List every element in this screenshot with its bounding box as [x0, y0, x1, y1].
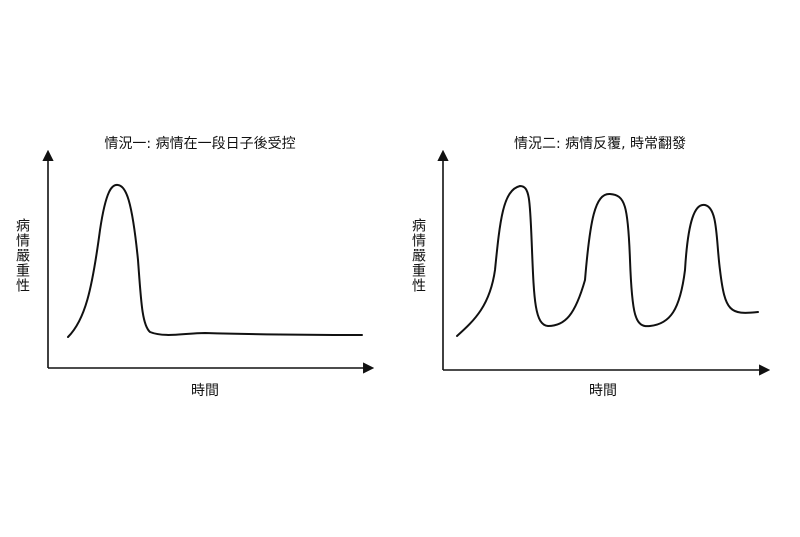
- severity-curve: [456, 184, 759, 337]
- y-axis-label: 病情嚴重性: [410, 218, 426, 293]
- x-axis-label: 時間: [191, 383, 219, 399]
- severity-curve: [67, 183, 363, 338]
- y-axis-label: 病情嚴重性: [14, 218, 30, 293]
- panel-title: 情況一: 病情在一段日子後受控: [104, 136, 295, 152]
- panel-right: 情況二: 病情反覆, 時常翻發 病情嚴重性 時間: [410, 136, 771, 399]
- panel-left: 情況一: 病情在一段日子後受控 病情嚴重性 時間: [14, 136, 375, 399]
- x-axis-label: 時間: [589, 383, 617, 399]
- panel-title: 情況二: 病情反覆, 時常翻發: [514, 136, 686, 152]
